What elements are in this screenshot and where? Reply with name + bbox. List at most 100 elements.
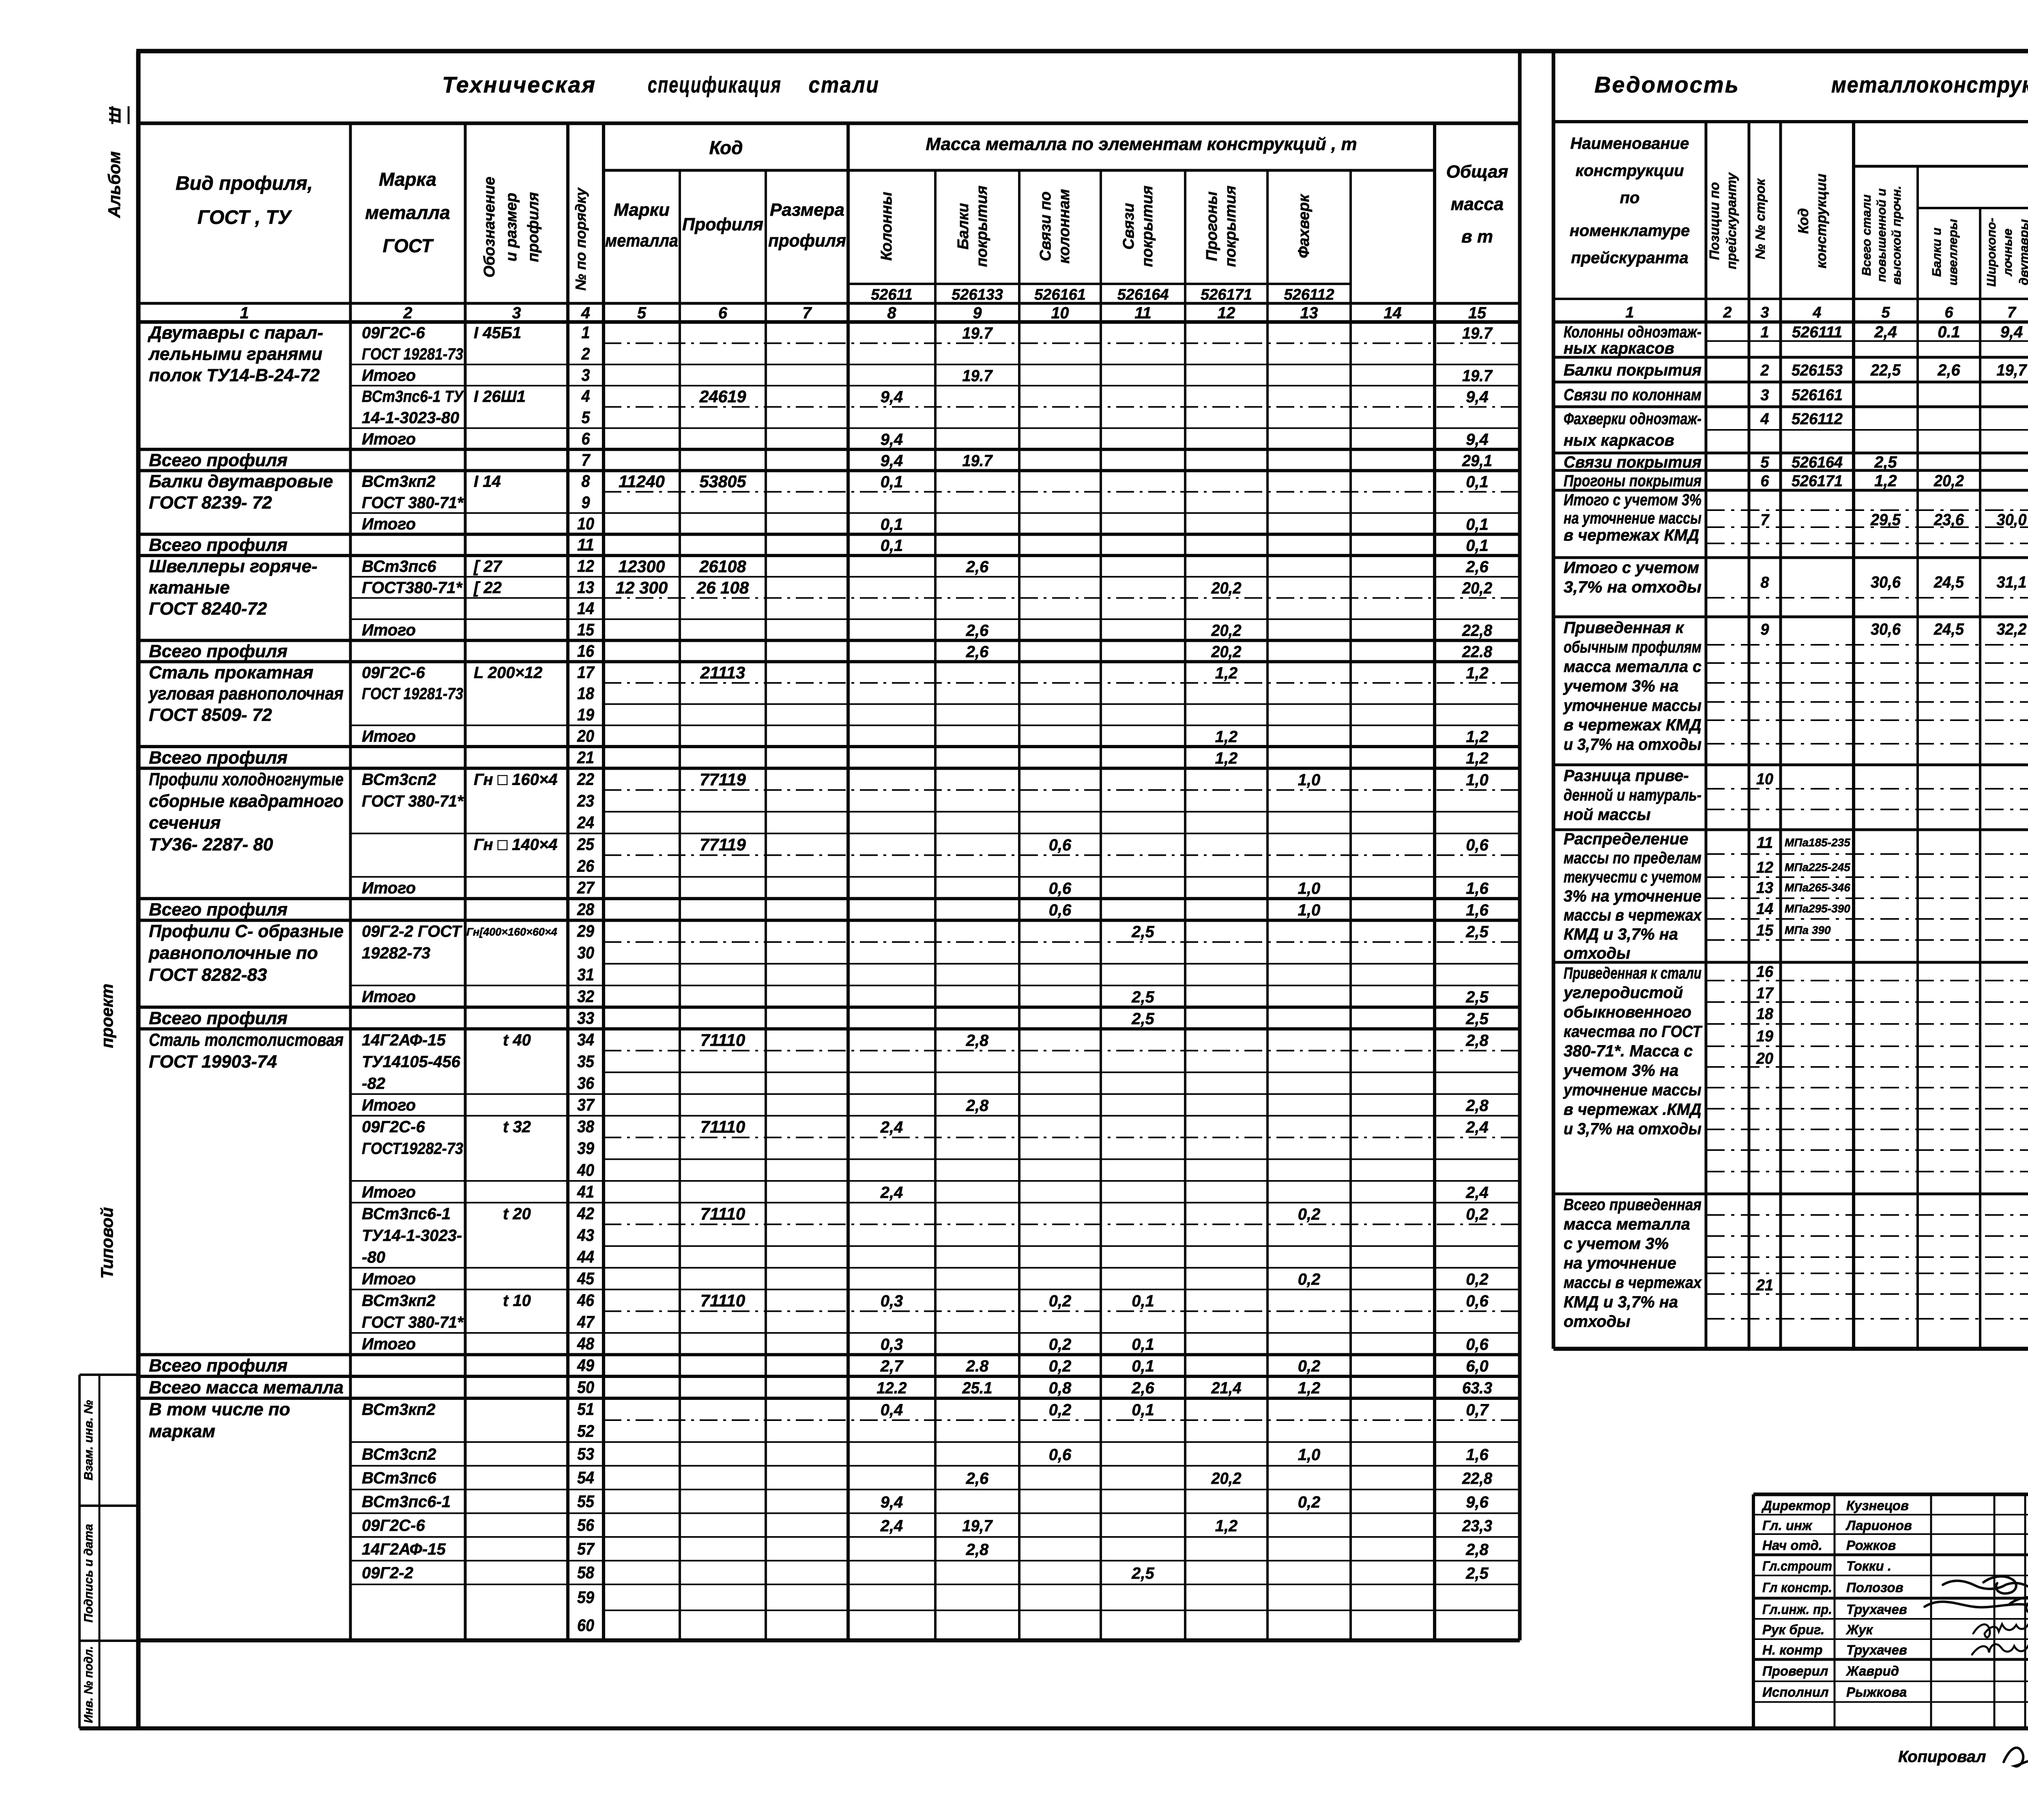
svg-text:отходы: отходы — [1564, 1313, 1631, 1331]
svg-text:526112: 526112 — [1792, 410, 1843, 428]
svg-text:Рук бриг.: Рук бриг. — [1762, 1622, 1824, 1637]
svg-text:качества по ГОСТ: качества по ГОСТ — [1564, 1023, 1703, 1041]
svg-text:0,2: 0,2 — [1298, 1357, 1321, 1375]
svg-text:7: 7 — [803, 304, 812, 322]
svg-text:1,2: 1,2 — [1466, 749, 1489, 767]
svg-text:2,5: 2,5 — [1465, 1010, 1489, 1028]
svg-text:0,2: 0,2 — [1466, 1271, 1489, 1288]
svg-text:63.3: 63.3 — [1462, 1379, 1492, 1397]
svg-text:КМД и 3,7% на: КМД и 3,7% на — [1564, 1293, 1678, 1311]
svg-text:12: 12 — [577, 556, 594, 575]
svg-text:48: 48 — [577, 1334, 594, 1353]
svg-text:ГОСТ , ТУ: ГОСТ , ТУ — [198, 207, 292, 228]
svg-text:Всего профиля: Всего профиля — [149, 1008, 288, 1028]
svg-text:60: 60 — [577, 1616, 594, 1635]
svg-text:ГОСТ 380-71*: ГОСТ 380-71* — [362, 792, 464, 810]
svg-text:0,6: 0,6 — [1049, 901, 1072, 919]
svg-text:0,6: 0,6 — [1466, 1336, 1489, 1354]
svg-text:37: 37 — [577, 1095, 595, 1114]
svg-text:29: 29 — [577, 921, 594, 940]
svg-text:Итого: Итого — [362, 879, 416, 897]
svg-text:Копировал: Копировал — [1898, 1748, 1986, 1766]
svg-text:Гл.строит: Гл.строит — [1762, 1558, 1832, 1573]
svg-text:9,4: 9,4 — [2000, 323, 2023, 341]
svg-text:11240: 11240 — [619, 472, 665, 491]
svg-text:24619: 24619 — [699, 387, 747, 406]
svg-text:6: 6 — [1945, 304, 1954, 321]
svg-text:21: 21 — [577, 748, 594, 767]
svg-text:7: 7 — [582, 450, 591, 469]
svg-text:19.7: 19.7 — [962, 367, 993, 385]
svg-text:30,6: 30,6 — [1871, 620, 1901, 638]
svg-text:Трухачев: Трухачев — [1846, 1642, 1907, 1657]
svg-text:40: 40 — [577, 1160, 594, 1179]
svg-text:28: 28 — [577, 900, 594, 919]
svg-text:Проверил: Проверил — [1762, 1663, 1828, 1678]
svg-text:профиля: профиля — [768, 231, 846, 251]
svg-text:24: 24 — [577, 813, 594, 832]
svg-text:Инв. № подл.: Инв. № подл. — [82, 1646, 95, 1723]
svg-text:2,4: 2,4 — [1874, 323, 1897, 341]
svg-text:2,6: 2,6 — [966, 558, 989, 576]
svg-text:11: 11 — [1134, 304, 1151, 322]
svg-text:20,2: 20,2 — [1211, 622, 1242, 640]
svg-text:9,4: 9,4 — [881, 431, 903, 449]
svg-text:Итого: Итого — [362, 1335, 416, 1353]
svg-text:2,8: 2,8 — [966, 1097, 989, 1115]
svg-text:обычным профилям: обычным профилям — [1564, 638, 1701, 656]
svg-text:1,2: 1,2 — [1215, 749, 1238, 767]
svg-text:лочные: лочные — [2000, 229, 2015, 277]
svg-text:12 300: 12 300 — [616, 578, 668, 597]
svg-text:Распределение: Распределение — [1564, 830, 1689, 848]
svg-text:1,0: 1,0 — [1298, 771, 1321, 789]
svg-text:26: 26 — [577, 856, 594, 876]
svg-text:лельными гранями: лельными гранями — [148, 344, 322, 364]
svg-text:6: 6 — [582, 429, 591, 448]
svg-text:12.2: 12.2 — [877, 1379, 907, 1397]
svg-text:ной массы: ной массы — [1564, 806, 1651, 824]
svg-text:Балки: Балки — [955, 203, 972, 250]
svg-text:12300: 12300 — [619, 557, 665, 576]
svg-text:3: 3 — [1761, 386, 1769, 404]
svg-text:12: 12 — [1218, 304, 1235, 322]
svg-text:Итого: Итого — [362, 1097, 416, 1114]
svg-text:0,2: 0,2 — [1298, 1205, 1321, 1223]
svg-text:Гн □ 160×4: Гн □ 160×4 — [474, 770, 557, 788]
svg-text:5: 5 — [582, 408, 591, 427]
svg-text:0,1: 0,1 — [1466, 473, 1489, 491]
svg-text:равнополочные по: равнополочные по — [148, 943, 318, 963]
svg-text:ТУ36- 2287- 80: ТУ36- 2287- 80 — [149, 835, 273, 854]
svg-text:МПа225-245: МПа225-245 — [1785, 861, 1850, 874]
svg-text:2,6: 2,6 — [1465, 558, 1489, 576]
svg-text:Вид профиля,: Вид профиля, — [176, 173, 313, 194]
svg-text:номенклатуре: номенклатуре — [1570, 222, 1690, 240]
svg-text:-80: -80 — [362, 1248, 385, 1266]
svg-text:38: 38 — [577, 1117, 595, 1136]
svg-text:Рожков: Рожков — [1846, 1538, 1896, 1553]
svg-text:33: 33 — [577, 1008, 594, 1027]
svg-text:Исполнил: Исполнил — [1762, 1685, 1829, 1700]
svg-text:Гл. инж: Гл. инж — [1762, 1518, 1813, 1533]
svg-text:t 10: t 10 — [503, 1292, 531, 1310]
svg-text:ВСт3сп2: ВСт3сп2 — [362, 770, 436, 788]
svg-text:49: 49 — [577, 1356, 594, 1375]
svg-text:0,7: 0,7 — [1466, 1401, 1489, 1419]
svg-text:и размер: и размер — [503, 193, 520, 261]
svg-text:Сталь толстолистовая: Сталь толстолистовая — [149, 1030, 344, 1050]
svg-text:0,6: 0,6 — [1049, 880, 1072, 897]
svg-text:3: 3 — [512, 304, 521, 322]
svg-text:0,8: 0,8 — [1049, 1379, 1072, 1397]
svg-text:ГОСТ 8282-83: ГОСТ 8282-83 — [149, 965, 267, 985]
svg-text:2,5: 2,5 — [1465, 1565, 1489, 1582]
svg-text:спецификация: спецификация — [648, 72, 782, 97]
svg-text:ВСт3пс6-1: ВСт3пс6-1 — [362, 1205, 451, 1223]
svg-text:2.8: 2.8 — [966, 1357, 989, 1375]
svg-text:20,2: 20,2 — [1933, 472, 1964, 490]
svg-text:Колонны одноэтаж-: Колонны одноэтаж- — [1564, 323, 1701, 341]
svg-text:Разница приве-: Разница приве- — [1564, 767, 1689, 785]
svg-text:5: 5 — [1761, 454, 1770, 471]
svg-text:I 14: I 14 — [474, 473, 501, 491]
svg-text:0,1: 0,1 — [1132, 1292, 1154, 1310]
svg-text:стали: стали — [809, 72, 880, 97]
svg-text:Гл констр.: Гл констр. — [1762, 1580, 1832, 1595]
